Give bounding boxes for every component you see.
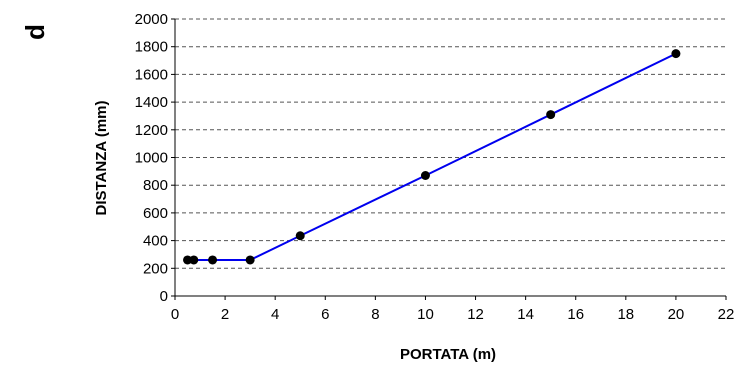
- x-tick-label: 2: [221, 306, 229, 323]
- data-point: [546, 110, 556, 120]
- x-tick-label: 0: [171, 306, 179, 323]
- y-axis-ticks: 0 200 400 600 800 1000 1200 1400 1600 1800 2000: [135, 11, 175, 305]
- y-tick-label: 1200: [135, 122, 168, 139]
- x-axis-title: PORTATA (m): [400, 346, 496, 363]
- x-tick-label: 4: [271, 306, 279, 323]
- x-tick-label: 16: [567, 306, 584, 323]
- data-point: [671, 49, 681, 59]
- grid-lines: [175, 18, 726, 269]
- data-point: [189, 255, 199, 265]
- x-tick-label: 6: [321, 306, 329, 323]
- data-point: [183, 255, 193, 265]
- y-tick-label: 400: [143, 233, 168, 250]
- y-tick-label: 200: [143, 260, 168, 277]
- x-tick-label: 18: [617, 306, 634, 323]
- y-axis-title: DISTANZA (mm): [93, 101, 110, 216]
- y-tick-label: 1000: [135, 150, 168, 167]
- x-axis-ticks: 0 2 4 6 8 10 12 14 16 18 20 22: [171, 296, 735, 323]
- series-line: [187, 52, 677, 261]
- x-tick-label: 14: [517, 306, 534, 323]
- data-point: [420, 171, 430, 181]
- series: [183, 49, 681, 265]
- y-tick-label: 800: [143, 177, 168, 194]
- data-point: [295, 231, 305, 241]
- y-tick-label: 600: [143, 205, 168, 222]
- y-tick-label: 1800: [135, 39, 168, 56]
- data-point: [208, 255, 218, 265]
- x-tick-label: 12: [467, 306, 484, 323]
- y-tick-label: 2000: [135, 11, 168, 28]
- y-tick-label: 1400: [135, 94, 168, 111]
- x-tick-label: 20: [668, 306, 685, 323]
- panel-label: d: [20, 24, 50, 40]
- x-tick-label: 8: [371, 306, 379, 323]
- data-point: [245, 255, 255, 265]
- x-tick-label: 10: [417, 306, 434, 323]
- y-tick-label: 1600: [135, 66, 168, 83]
- y-tick-label: 0: [160, 288, 168, 305]
- x-tick-label: 22: [718, 306, 735, 323]
